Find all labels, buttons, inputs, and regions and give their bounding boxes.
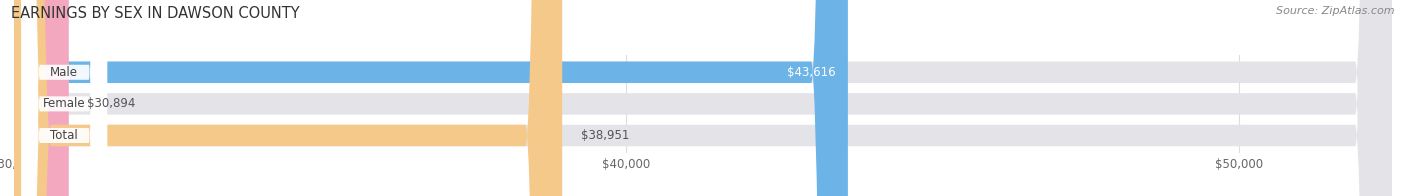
Text: $43,616: $43,616: [787, 66, 835, 79]
Text: EARNINGS BY SEX IN DAWSON COUNTY: EARNINGS BY SEX IN DAWSON COUNTY: [11, 6, 299, 21]
FancyBboxPatch shape: [21, 0, 107, 196]
FancyBboxPatch shape: [21, 0, 107, 196]
FancyBboxPatch shape: [14, 0, 69, 196]
Text: $30,894: $30,894: [87, 97, 135, 110]
FancyBboxPatch shape: [14, 0, 1392, 196]
Text: $38,951: $38,951: [581, 129, 628, 142]
FancyBboxPatch shape: [21, 0, 107, 196]
Text: Female: Female: [44, 97, 86, 110]
Text: Total: Total: [51, 129, 79, 142]
Text: Source: ZipAtlas.com: Source: ZipAtlas.com: [1277, 6, 1395, 16]
Text: Male: Male: [51, 66, 79, 79]
FancyBboxPatch shape: [14, 0, 562, 196]
FancyBboxPatch shape: [14, 0, 848, 196]
FancyBboxPatch shape: [14, 0, 1392, 196]
FancyBboxPatch shape: [14, 0, 1392, 196]
